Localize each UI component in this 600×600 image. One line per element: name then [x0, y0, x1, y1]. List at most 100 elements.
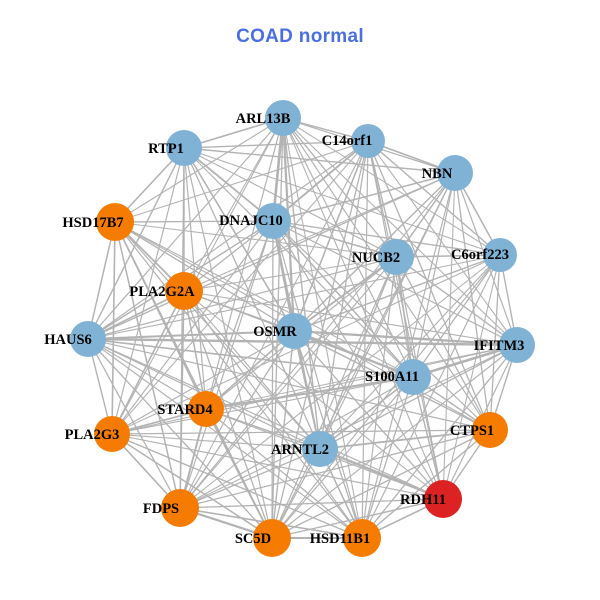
network-edge — [179, 376, 414, 509]
network-edge — [293, 254, 501, 332]
network-node-label: NUCB2 — [352, 250, 400, 266]
network-edge — [361, 344, 518, 539]
network-edge — [114, 221, 414, 378]
network-edge — [395, 256, 491, 431]
network-node-label: RDH11 — [400, 492, 446, 508]
network-edge — [183, 147, 321, 450]
network-edge — [111, 376, 414, 435]
network-node-label: HSD17B7 — [62, 215, 123, 231]
network-edge — [361, 140, 369, 539]
network-node-label: STARD4 — [157, 402, 212, 418]
network-edge — [111, 117, 284, 435]
network-node[interactable] — [166, 130, 202, 166]
network-edge — [183, 290, 444, 500]
label-layer: ARL13B C14orf1 NBN C6orf223 IFITM3 CTPS1 RDH11… — [44, 111, 524, 547]
network-node[interactable] — [265, 100, 301, 136]
network-edge — [114, 221, 321, 450]
network-edge — [319, 256, 397, 450]
network-node-label: IFITM3 — [474, 338, 525, 354]
network-node-label: SC5D — [235, 531, 271, 547]
network-edge — [111, 429, 491, 435]
network-node[interactable] — [70, 321, 106, 357]
network-node[interactable] — [188, 391, 224, 427]
network-edge — [395, 256, 518, 346]
edge-layer — [86, 116, 519, 540]
network-edge — [114, 220, 274, 223]
network-node-label: C6orf223 — [451, 247, 509, 263]
network-edge — [272, 220, 491, 431]
network-edge — [183, 290, 273, 539]
network-edge — [293, 330, 444, 500]
network-edge — [271, 429, 491, 539]
network-node-label: PLA2G2A — [129, 284, 195, 300]
network-node-label: HAUS6 — [44, 332, 92, 348]
network-node-label: S100A11 — [365, 369, 419, 385]
network-edge — [293, 172, 456, 332]
network-edge — [272, 220, 397, 258]
network-node-label: HSD11B1 — [310, 531, 370, 547]
network-node-label: NBN — [422, 166, 453, 182]
network-edge — [183, 256, 397, 292]
network-edge — [271, 254, 501, 539]
network-node-label: C14orf1 — [322, 133, 373, 149]
network-edge — [87, 256, 397, 340]
network-node[interactable] — [255, 203, 291, 239]
network-edge — [361, 172, 456, 539]
network-node[interactable] — [483, 238, 517, 272]
network-edge — [183, 290, 518, 346]
network-node[interactable] — [351, 124, 385, 158]
network-node[interactable] — [253, 519, 291, 557]
network-edge — [87, 172, 456, 340]
network-edge — [293, 256, 397, 332]
network-edge — [282, 117, 501, 256]
network-edge — [454, 172, 491, 431]
network-edge — [183, 147, 414, 378]
network-edge — [292, 329, 519, 347]
network-edge — [87, 338, 181, 509]
network-edge — [271, 256, 397, 539]
node-layer[interactable] — [70, 100, 535, 557]
network-edge — [114, 221, 397, 258]
network-edge — [272, 140, 369, 222]
network-node[interactable] — [96, 203, 134, 241]
network-node[interactable] — [424, 480, 462, 518]
network-edge — [361, 376, 414, 539]
network-edge — [319, 172, 456, 450]
network-node[interactable] — [395, 359, 431, 395]
network-edge — [271, 220, 274, 539]
network-edge — [412, 376, 444, 500]
network-edge — [183, 147, 295, 332]
network-node[interactable] — [276, 313, 312, 349]
network-node[interactable] — [472, 412, 508, 448]
network-edge — [442, 254, 501, 500]
network-edge — [361, 254, 501, 539]
network-edge — [183, 172, 456, 292]
network-edge — [183, 290, 321, 450]
network-node-label: ARL13B — [236, 111, 291, 127]
network-node[interactable] — [343, 519, 381, 557]
network-node[interactable] — [161, 489, 199, 527]
network-edge — [272, 172, 456, 222]
network-edge — [205, 330, 295, 410]
network-node[interactable] — [378, 239, 414, 275]
network-edge — [205, 408, 321, 450]
network-edge — [319, 376, 414, 450]
network-edge — [272, 220, 501, 256]
network-edge — [205, 344, 518, 410]
network-edge — [87, 338, 207, 410]
network-edge — [271, 140, 369, 539]
network-node[interactable] — [302, 431, 338, 467]
network-edge — [319, 429, 491, 450]
network-edge — [183, 290, 207, 410]
network-node[interactable] — [437, 155, 473, 191]
network-edge — [367, 140, 397, 258]
network-node[interactable] — [94, 416, 130, 452]
network-edge — [111, 433, 321, 450]
network-node[interactable] — [499, 327, 535, 363]
network-edge — [282, 117, 397, 258]
network-edge — [111, 220, 274, 435]
network-edge — [114, 221, 207, 410]
network-node[interactable] — [165, 272, 203, 310]
network-edge — [183, 147, 397, 258]
